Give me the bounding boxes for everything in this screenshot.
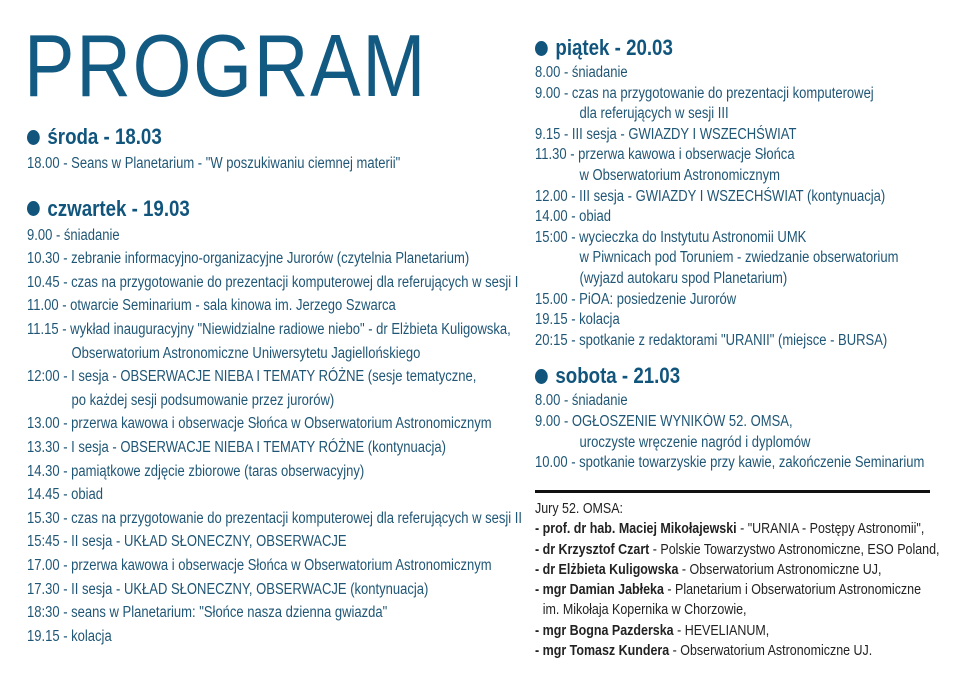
day-heading: czwartek - 19.03 bbox=[27, 194, 452, 224]
schedule-item: 19.15 - kolacja bbox=[535, 311, 620, 329]
schedule-item: 11.30 - przerwa kawowa i obserwacje Słoń… bbox=[535, 146, 795, 164]
day-heading-text: sobota - 21.03 bbox=[555, 363, 681, 389]
schedule-item: 14.45 - obiad bbox=[27, 486, 104, 504]
schedule-item: 8.00 - śniadanie bbox=[535, 64, 628, 81]
jury-member-name: mgr Damian Jabłeka bbox=[542, 582, 664, 599]
schedule-item: 11.15 - wykład inauguracyjny "Niewidzial… bbox=[27, 320, 511, 338]
schedule-item: 12:00 - I sesja - OBSERWACJE NIEBA I TEM… bbox=[27, 368, 477, 386]
bullet-icon bbox=[27, 201, 40, 217]
jury-member-affiliation: - Planetarium i Obserwatorium Astronomic… bbox=[663, 582, 922, 599]
schedule-item: 9.15 - III sesja - GWIAZDY I WSZECHŚWIAT bbox=[535, 125, 797, 143]
jury-dash: - bbox=[535, 622, 543, 639]
schedule-item: 18.00 - Seans w Planetarium - "W poszuki… bbox=[27, 155, 401, 172]
jury-member: - prof. dr hab. Maciej Mikołajewski - "U… bbox=[535, 519, 924, 539]
schedule-item: 10.00 - spotkanie towarzyskie przy kawie… bbox=[535, 454, 925, 472]
day-heading: środa - 18.03 bbox=[27, 122, 452, 152]
day-heading-text: piątek - 20.03 bbox=[555, 35, 673, 60]
jury-member-affiliation: - Obserwatorium Astronomiczne UJ, bbox=[678, 561, 882, 578]
jury-member: - mgr Bogna Pazderska - HEVELIANUM, bbox=[535, 621, 875, 641]
schedule-item: 12.00 - III sesja - GWIAZDY I WSZECHŚWIA… bbox=[535, 187, 886, 205]
bullet-icon bbox=[27, 129, 40, 145]
schedule-item: 17.00 - przerwa kawowa i obserwacje Słoń… bbox=[27, 556, 492, 574]
schedule-item: 15.00 - PiOA: posiedzenie Jurorów bbox=[535, 290, 737, 308]
page-title: PROGRAM bbox=[24, 16, 428, 115]
schedule-item: 20:15 - spotkanie z redaktorami "URANII"… bbox=[535, 331, 888, 349]
jury-member-name: prof. dr hab. Maciej Mikołajewski bbox=[542, 521, 737, 538]
schedule-continuation: po każdej sesji podsumowanie przez juror… bbox=[71, 391, 335, 409]
jury-member: - mgr Tomasz Kundera - Obserwatorium Ast… bbox=[535, 641, 875, 661]
jury-member: - dr Krzysztof Czart - Polskie Towarzyst… bbox=[535, 540, 939, 560]
schedule-item: 14.00 - obiad bbox=[535, 208, 612, 226]
jury-member-affiliation: - Obserwatorium Astronomiczne UJ. bbox=[669, 643, 873, 660]
bullet-icon bbox=[535, 40, 548, 56]
schedule-item: 17.30 - II sesja - UKŁAD SŁONECZNY, OBSE… bbox=[27, 580, 429, 598]
jury-member-name: dr Elżbieta Kuligowska bbox=[542, 561, 679, 578]
schedule-continuation: w Obserwatorium Astronomicznym bbox=[579, 166, 780, 184]
schedule-continuation: dla referujących w sesji III bbox=[579, 105, 729, 123]
jury-dash: - bbox=[535, 643, 543, 660]
schedule-item: 14.30 - pamiątkowe zdjęcie zbiorowe (tar… bbox=[27, 462, 365, 480]
schedule-continuation: uroczyste wręczenie nagród i dyplomów bbox=[579, 433, 811, 451]
day-heading: piątek - 20.03 bbox=[535, 33, 892, 63]
schedule-item: 9.00 - OGŁOSZENIE WYNIKÓW 52. OMSA, bbox=[535, 412, 793, 430]
left-column: środa - 18.03 18.00 - Seans w Planetarium… bbox=[27, 122, 527, 648]
schedule-item: 8.00 - śniadanie bbox=[535, 392, 628, 410]
day-section: sobota - 21.03 8.00 - śniadanie 9.00 - OGŁ… bbox=[535, 361, 955, 473]
day-section: środa - 18.03 18.00 - Seans w Planetarium… bbox=[27, 122, 527, 176]
schedule-item: 11.00 - otwarcie Seminarium - sala kinow… bbox=[27, 297, 396, 315]
day-heading-text: środa - 18.03 bbox=[47, 124, 162, 149]
jury-dash: - bbox=[535, 561, 543, 578]
day-section: piątek - 20.03 8.00 - śniadanie 9.00 - cza… bbox=[535, 33, 955, 351]
day-heading: sobota - 21.03 bbox=[535, 361, 892, 391]
jury-member-affiliation: - HEVELIANUM, bbox=[673, 622, 770, 639]
right-column: piątek - 20.03 8.00 - śniadanie 9.00 - cza… bbox=[535, 33, 955, 474]
schedule-item: 19.15 - kolacja bbox=[27, 627, 112, 645]
day-heading-text: czwartek - 19.03 bbox=[47, 195, 190, 221]
schedule-item: 15:45 - II sesja - UKŁAD SŁONECZNY, OBSE… bbox=[27, 533, 347, 551]
jury-member-affiliation: - Polskie Towarzystwo Astronomiczne, ESO… bbox=[649, 541, 940, 558]
jury-member: - mgr Damian Jabłeka - Planetarium i Obs… bbox=[535, 580, 921, 600]
jury-dash: - bbox=[535, 582, 543, 599]
schedule-item: 15.30 - czas na przygotowanie do prezent… bbox=[27, 509, 523, 527]
jury-member-continuation: im. Mikołaja Kopernika w Chorzowie, bbox=[542, 602, 747, 619]
jury-member-name: mgr Tomasz Kundera bbox=[542, 643, 670, 660]
jury-section: Jury 52. OMSA: - prof. dr hab. Maciej Mi… bbox=[535, 490, 939, 661]
bullet-icon bbox=[535, 368, 548, 384]
schedule-item: 9.00 - czas na przygotowanie do prezenta… bbox=[535, 84, 874, 102]
schedule-item: 18:30 - seans w Planetarium: "Słońce nas… bbox=[27, 604, 388, 622]
jury-dash: - bbox=[535, 521, 543, 538]
schedule-item: 10.30 - zebranie informacyjno-organizacy… bbox=[27, 250, 470, 268]
schedule-item: 15:00 - wycieczka do Instytutu Astronomi… bbox=[535, 228, 807, 246]
schedule-continuation: Obserwatorium Astronomiczne Uniwersytetu… bbox=[71, 344, 421, 362]
schedule-item: 9.00 - śniadanie bbox=[27, 226, 120, 244]
jury-member: - dr Elżbieta Kuligowska - Obserwatorium… bbox=[535, 560, 881, 580]
jury-member-affiliation: - "URANIA - Postępy Astronomii", bbox=[736, 521, 925, 538]
jury-member-name: dr Krzysztof Czart bbox=[542, 541, 650, 558]
schedule-continuation: (wyjazd autokaru spod Planetarium) bbox=[579, 269, 788, 287]
jury-member-name: mgr Bogna Pazderska bbox=[542, 622, 674, 639]
schedule-item: 13.30 - I sesja - OBSERWACJE NIEBA I TEM… bbox=[27, 438, 446, 456]
schedule-item: 10.45 - czas na przygotowanie do prezent… bbox=[27, 273, 519, 291]
day-section: czwartek - 19.03 9.00 - śniadanie 10.30 - … bbox=[27, 194, 527, 649]
schedule-item: 13.00 - przerwa kawowa i obserwacje Słoń… bbox=[27, 415, 492, 433]
schedule-continuation: w Piwnicach pod Toruniem - zwiedzanie ob… bbox=[579, 249, 899, 267]
jury-heading: Jury 52. OMSA: bbox=[535, 501, 624, 517]
jury-dash: - bbox=[535, 541, 543, 558]
